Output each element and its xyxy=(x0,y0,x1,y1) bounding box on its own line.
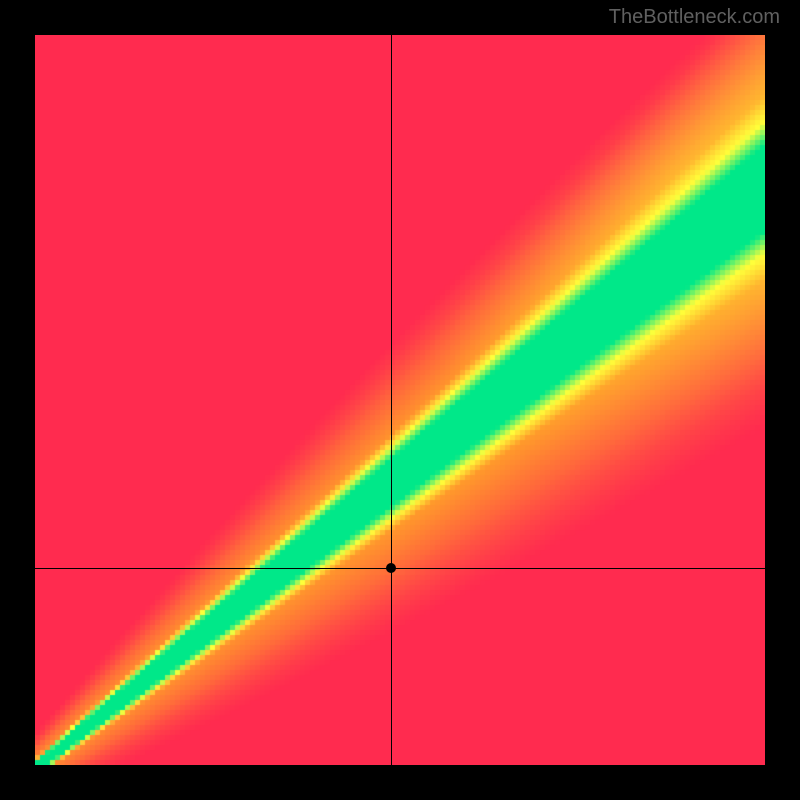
watermark-text: TheBottleneck.com xyxy=(609,6,780,29)
crosshair-vertical xyxy=(391,35,392,765)
data-point-marker xyxy=(386,563,396,573)
heatmap-plot xyxy=(35,35,765,765)
heatmap-canvas xyxy=(35,35,765,765)
crosshair-horizontal xyxy=(35,568,765,569)
